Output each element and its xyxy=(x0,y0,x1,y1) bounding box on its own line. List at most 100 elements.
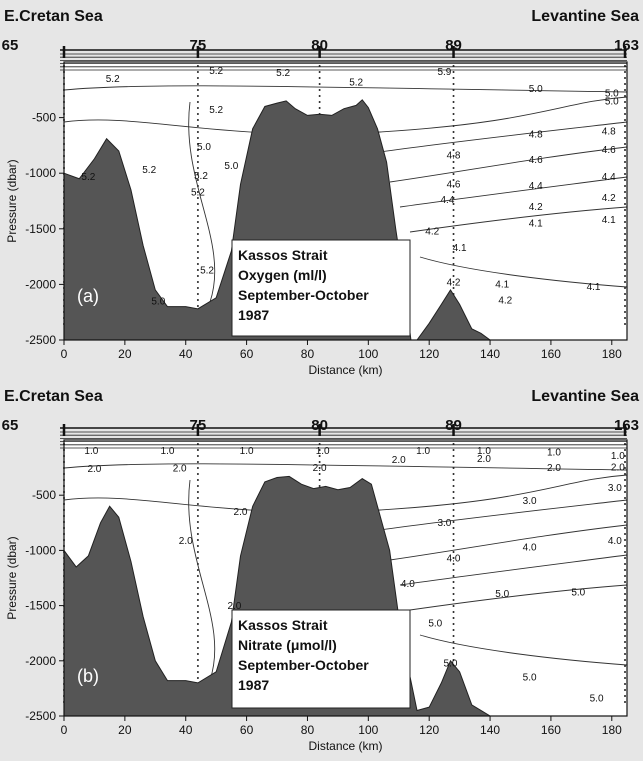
x-axis-label: Distance (km) xyxy=(308,363,382,377)
sample-dot xyxy=(318,455,321,457)
plot-frame xyxy=(63,439,628,717)
contour-label: 5.0 xyxy=(571,588,585,599)
contour-line xyxy=(399,554,628,586)
y-tick-label: -1000 xyxy=(25,166,56,180)
y-tick-label: -2000 xyxy=(25,277,56,291)
sample-dot xyxy=(196,545,199,547)
sample-dot xyxy=(452,203,455,205)
sample-dot xyxy=(624,473,626,475)
title-box xyxy=(231,239,411,337)
contour-line xyxy=(63,463,628,471)
sample-dot xyxy=(196,155,199,157)
sample-dot xyxy=(624,251,626,253)
sample-dot xyxy=(624,677,626,679)
sample-dot xyxy=(624,71,626,73)
sample-dot xyxy=(624,281,626,283)
sample-dot xyxy=(452,623,455,625)
sample-dot xyxy=(452,557,455,559)
station-label: 75 xyxy=(190,37,207,54)
sample-dot xyxy=(452,71,455,73)
sample-dot xyxy=(624,521,626,523)
sample-dot xyxy=(452,137,455,139)
contour-label: 5.2 xyxy=(194,171,208,182)
sample-dot xyxy=(196,257,199,259)
x-tick-label: 120 xyxy=(419,723,439,737)
sample-dot xyxy=(624,125,626,127)
sample-dot xyxy=(196,131,199,133)
contour-line xyxy=(379,121,628,153)
sample-dot xyxy=(624,509,626,511)
x-tick-label: 160 xyxy=(541,347,561,361)
sample-dot xyxy=(624,191,626,193)
sample-dot xyxy=(624,311,626,313)
contour-label: 4.6 xyxy=(602,145,616,156)
sample-dot xyxy=(624,305,626,307)
sample-dot xyxy=(624,695,626,697)
sample-dot xyxy=(196,269,199,271)
sample-dot xyxy=(624,131,626,133)
sample-dot xyxy=(624,101,626,103)
contour-label: 5.0 xyxy=(151,296,165,307)
sample-dot xyxy=(624,629,626,631)
sample-dot xyxy=(624,479,626,481)
sample-dot xyxy=(452,539,455,541)
sample-dot xyxy=(624,239,626,241)
sample-dot xyxy=(452,281,455,283)
contour-label: 4.6 xyxy=(447,180,461,191)
sample-dot xyxy=(452,119,455,121)
sample-dot xyxy=(196,449,199,451)
sample-dot xyxy=(196,497,199,499)
sample-dot xyxy=(196,167,199,169)
sample-dot xyxy=(624,293,626,295)
sample-dot xyxy=(452,239,455,241)
sample-dot xyxy=(196,179,199,181)
sample-dot xyxy=(452,575,455,577)
contour-line xyxy=(379,499,628,531)
panel-label: (b) xyxy=(77,666,99,686)
station-label: 65 xyxy=(2,37,19,54)
sample-dot xyxy=(196,215,199,217)
sample-dot xyxy=(452,233,455,235)
sample-dot xyxy=(452,167,455,169)
sample-dot xyxy=(452,491,455,493)
contour-label: 1.0 xyxy=(547,447,561,458)
panel-label: (a) xyxy=(77,286,99,306)
sample-dot xyxy=(196,125,199,127)
sample-dot xyxy=(452,527,455,529)
contour-label: 4.2 xyxy=(602,193,616,204)
sample-dot xyxy=(452,149,455,151)
sample-dot xyxy=(196,77,199,79)
contour-label: 1.0 xyxy=(416,446,430,457)
title-box-line: Oxygen (ml/l) xyxy=(238,267,327,283)
sample-dot xyxy=(624,581,626,583)
sample-dot xyxy=(196,305,199,307)
contour-label: 2.0 xyxy=(392,455,406,466)
sample-dot xyxy=(624,683,626,685)
sample-dot xyxy=(318,485,321,487)
sample-dot xyxy=(452,449,455,451)
x-tick-label: 40 xyxy=(179,723,193,737)
sample-dot xyxy=(196,161,199,163)
sample-dot xyxy=(624,197,626,199)
title-box-line: Kassos Strait xyxy=(238,247,328,263)
chart-panel-a: E.Cretan Sea Levantine Sea 65 75 80 89 163 5.2 5… xyxy=(2,8,639,377)
y-tick-label: -1500 xyxy=(25,599,56,613)
contour-label: 4.8 xyxy=(447,151,461,162)
sample-dot xyxy=(624,203,626,205)
sample-dot xyxy=(452,143,455,145)
contour-label: 4.1 xyxy=(453,243,467,254)
sample-dot xyxy=(624,455,626,457)
sample-dot xyxy=(318,107,321,109)
y-tick-label: -500 xyxy=(32,488,56,502)
contour-label: 1.0 xyxy=(316,446,330,457)
sample-dot xyxy=(624,221,626,223)
sample-dot xyxy=(624,485,626,487)
sample-dot xyxy=(196,245,199,247)
sample-dot xyxy=(196,533,199,535)
sample-dot xyxy=(624,263,626,265)
contour-label: 5.0 xyxy=(444,658,458,669)
sample-dot xyxy=(196,467,199,469)
contour-label: 4.2 xyxy=(447,278,461,289)
sample-dot xyxy=(318,443,321,445)
